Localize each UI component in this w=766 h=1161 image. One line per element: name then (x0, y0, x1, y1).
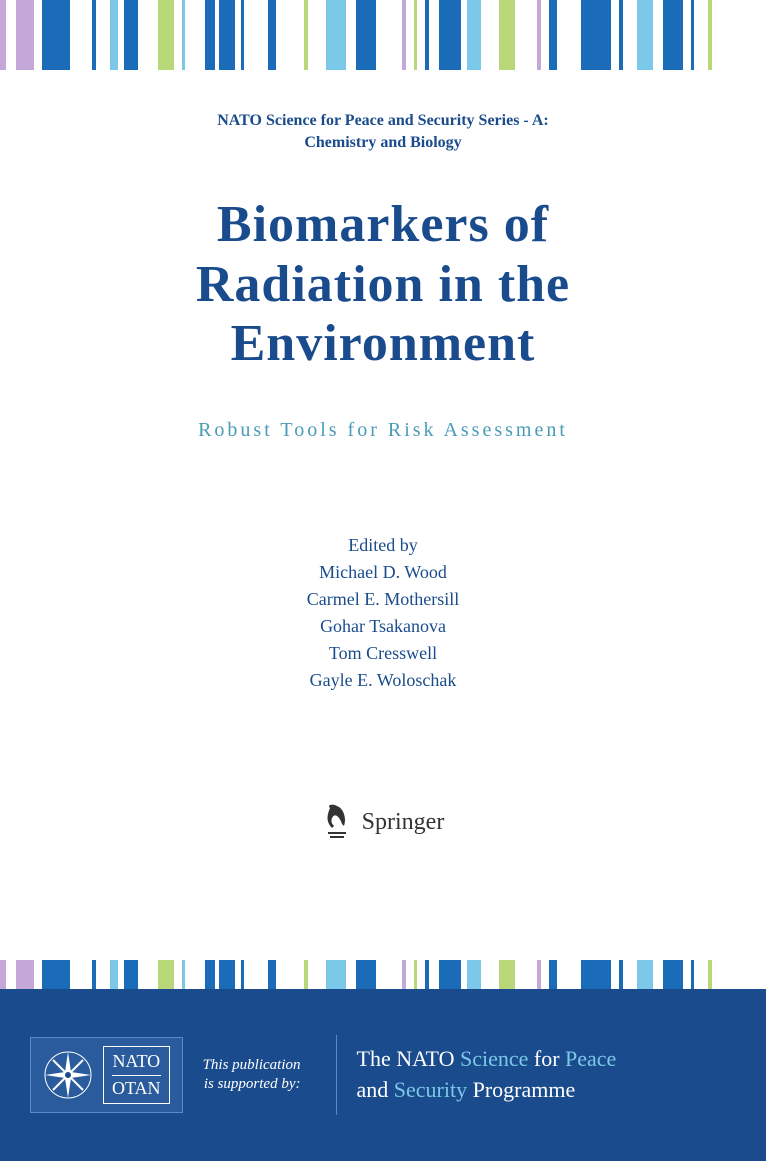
footer-band: NATO OTAN This publication is supported … (0, 989, 766, 1161)
nato-logo-box: NATO OTAN (30, 1037, 183, 1113)
footer-divider (336, 1035, 337, 1115)
nato-divider (112, 1075, 161, 1076)
title-line3: Environment (0, 314, 766, 374)
editors-block: Edited by Michael D. Wood Carmel E. Moth… (0, 532, 766, 694)
programme-text: The NATO Science for Peace and Security … (357, 1044, 617, 1106)
series-line1: NATO Science for Peace and Security Seri… (0, 110, 766, 132)
bottom-stripe-band (0, 960, 766, 990)
series-line2: Chemistry and Biology (0, 132, 766, 154)
nato-label-top: NATO (112, 1051, 161, 1073)
book-title: Biomarkers of Radiation in the Environme… (0, 195, 766, 374)
editor-name: Michael D. Wood (0, 559, 766, 586)
nato-text-box: NATO OTAN (103, 1046, 170, 1104)
title-line1: Biomarkers of (0, 195, 766, 255)
editor-name: Carmel E. Mothersill (0, 586, 766, 613)
nato-label-bottom: OTAN (112, 1078, 161, 1100)
editor-name: Gayle E. Woloschak (0, 667, 766, 694)
programme-line1: The NATO Science for Peace (357, 1044, 617, 1075)
nato-compass-icon (43, 1050, 93, 1100)
publisher-name: Springer (362, 809, 445, 836)
publisher-block: Springer (0, 804, 766, 840)
title-line2: Radiation in the (0, 255, 766, 315)
support-text: This publication is supported by: (203, 1056, 316, 1095)
programme-line2: and Security Programme (357, 1075, 617, 1106)
springer-horse-icon (322, 804, 352, 840)
editor-name: Gohar Tsakanova (0, 613, 766, 640)
editor-name: Tom Cresswell (0, 640, 766, 667)
series-label: NATO Science for Peace and Security Seri… (0, 110, 766, 155)
support-line1: This publication (203, 1056, 301, 1076)
support-line2: is supported by: (203, 1075, 301, 1095)
book-subtitle: Robust Tools for Risk Assessment (0, 419, 766, 442)
top-stripe-band (0, 0, 766, 70)
edited-by-label: Edited by (0, 532, 766, 559)
